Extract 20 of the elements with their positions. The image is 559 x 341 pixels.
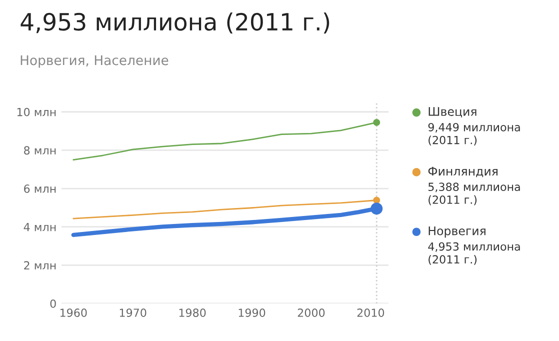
legend-label: Швеция	[428, 107, 476, 118]
x-tick-label: 1980	[179, 308, 206, 317]
x-tick-label: 2010	[357, 308, 384, 317]
x-tick-label: 1990	[238, 308, 266, 317]
x-tick-label: 1970	[120, 308, 146, 317]
y-tick-label: 6 млн	[24, 184, 56, 193]
chart-subtitle: Норвегия, Население	[20, 55, 168, 68]
y-tick-label: 0	[50, 299, 56, 308]
y-tick-label: 8 млн	[24, 146, 56, 155]
chart-title: 4,953 миллиона (2011 г.)	[20, 12, 330, 34]
x-tick-label: 1960	[60, 308, 87, 317]
y-tick-label: 10 млн	[17, 108, 56, 116]
legend-label: Норвегия	[428, 226, 486, 238]
legend-label: Финляндия	[428, 166, 498, 178]
x-tick-label: 2000	[298, 308, 325, 317]
text: 4,953 миллиона (2011 г.)	[428, 242, 520, 265]
y-tick-label: 2 млн	[24, 261, 56, 270]
text: 5,388 миллиона (2011 г.)	[428, 182, 520, 206]
text: 9,449 миллиона (2011 г.)	[428, 122, 520, 146]
y-tick-label: 4 млн	[24, 222, 56, 232]
